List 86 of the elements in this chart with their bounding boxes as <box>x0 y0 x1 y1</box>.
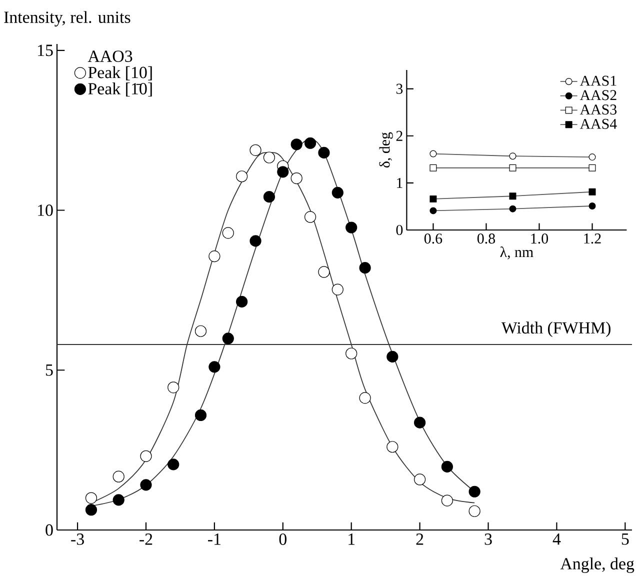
point <box>250 235 262 247</box>
y-axis-title: δ, deg <box>379 132 393 168</box>
legend-label: Peak [10] <box>88 66 152 80</box>
x-tick-label: 0.8 <box>477 234 495 244</box>
point <box>588 154 596 161</box>
point <box>236 296 248 308</box>
legend-label: AAS1 <box>580 76 616 86</box>
x-tick-label: 1 <box>348 534 355 545</box>
point <box>85 492 98 504</box>
y-tick-label: 15 <box>38 44 53 56</box>
y-tick-label: 2 <box>396 130 402 141</box>
point <box>414 416 426 428</box>
point <box>168 382 180 394</box>
point <box>468 486 480 498</box>
y-tick-label: 3 <box>396 84 403 94</box>
legend-label: AAS2 <box>580 90 616 100</box>
point <box>588 202 596 210</box>
point <box>430 150 437 158</box>
point <box>290 172 302 184</box>
point <box>222 332 234 344</box>
y-axis-title: Intensity, rel. units <box>4 11 130 26</box>
point <box>441 494 453 506</box>
x-axis-title: Angle, deg <box>560 558 634 573</box>
point <box>509 164 516 172</box>
point <box>304 137 316 149</box>
y-tick-label: 1 <box>397 178 402 188</box>
point <box>140 450 152 462</box>
point <box>277 166 289 178</box>
x-tick-label: 0 <box>279 534 286 545</box>
point <box>588 164 596 172</box>
legend-label: AAS3 <box>580 104 617 115</box>
point <box>194 409 207 422</box>
point <box>140 479 152 491</box>
y-tick-label: 0 <box>396 224 403 236</box>
x-tick-label: 4 <box>552 534 561 545</box>
point <box>290 138 302 150</box>
point <box>332 284 344 296</box>
point <box>509 205 516 212</box>
x-tick-label: -3 <box>71 534 84 545</box>
x-tick-label: 5 <box>622 534 629 545</box>
y-tick-label: 0 <box>46 524 53 536</box>
point <box>430 207 437 214</box>
legend-label: Peak [1̄0] <box>88 82 152 97</box>
x-tick-label: 1.2 <box>584 234 601 244</box>
x-tick-label: -2 <box>140 534 152 545</box>
legend-label: AAS4 <box>580 118 617 129</box>
point <box>346 348 358 360</box>
point <box>430 164 437 172</box>
point <box>304 211 316 223</box>
point <box>85 504 98 516</box>
point <box>263 191 276 203</box>
point <box>208 250 220 262</box>
ref-line-label: Width (FWHM) <box>501 322 610 338</box>
x-tick-label: 0.6 <box>424 234 442 244</box>
point <box>112 494 124 506</box>
point <box>112 470 124 482</box>
point <box>430 195 437 202</box>
x-tick-label: 3 <box>484 534 492 545</box>
x-axis-title: λ, nm <box>500 246 534 260</box>
point <box>208 361 220 373</box>
point <box>509 152 516 160</box>
point <box>441 460 453 472</box>
point <box>222 227 234 239</box>
x-tick-label: 2 <box>416 534 424 545</box>
point <box>332 186 344 198</box>
point <box>263 152 276 164</box>
x-tick-label: 1.0 <box>531 234 548 244</box>
point <box>588 188 596 196</box>
point <box>236 170 248 182</box>
point <box>194 325 207 337</box>
point <box>250 144 262 156</box>
point <box>168 458 180 470</box>
y-tick-label: 10 <box>38 204 53 216</box>
point <box>359 262 371 274</box>
point <box>509 192 516 200</box>
point <box>346 222 358 234</box>
point <box>359 392 371 404</box>
x-tick-label: -1 <box>208 534 220 545</box>
point <box>468 505 480 517</box>
point <box>318 266 330 278</box>
point <box>386 441 398 453</box>
point <box>318 146 330 159</box>
y-tick-label: 5 <box>46 364 53 376</box>
point <box>414 474 426 486</box>
legend-title: AAO3 <box>88 50 132 62</box>
point <box>386 350 398 362</box>
